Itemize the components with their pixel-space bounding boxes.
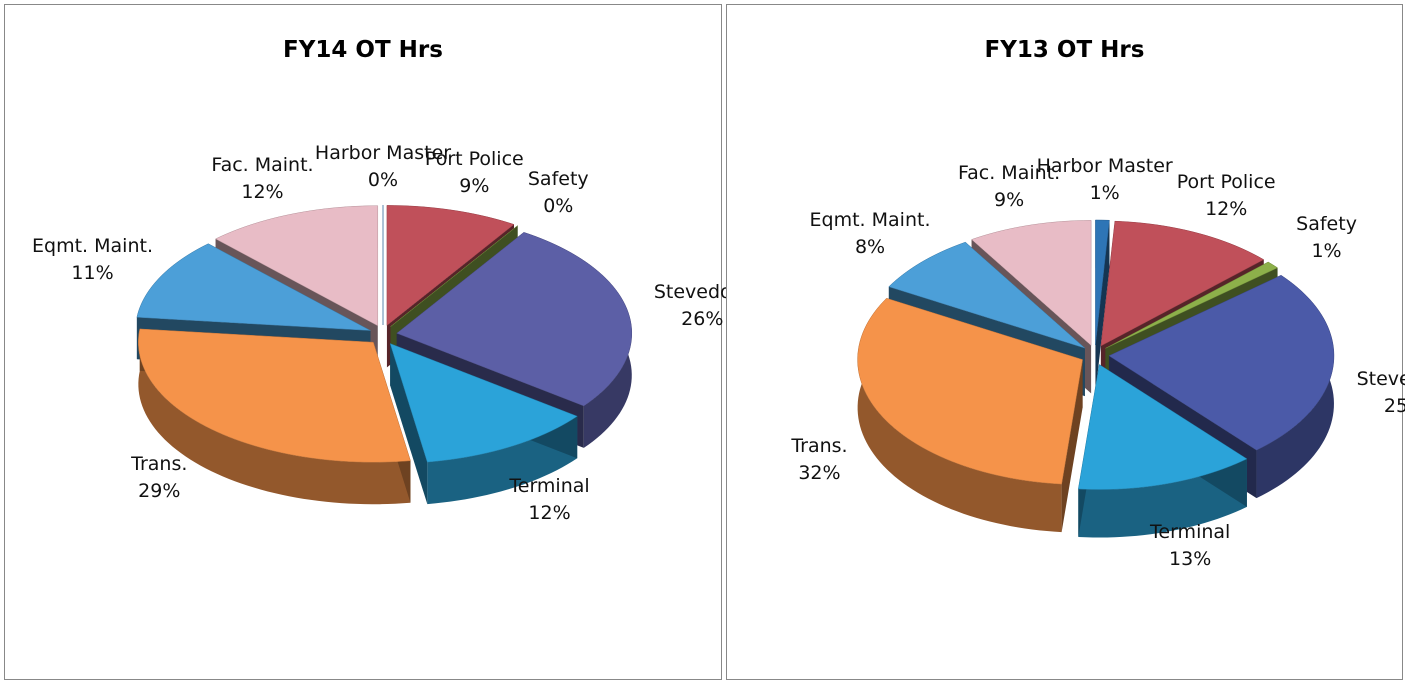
category-label: Fac. Maint. xyxy=(211,153,314,176)
category-label: Safety xyxy=(1296,213,1357,236)
value-label: 12% xyxy=(241,180,284,203)
slice-label: Fac. Maint. 9% xyxy=(939,160,1079,214)
slice-label: Harbor Master 0% xyxy=(313,140,453,194)
category-label: Terminal xyxy=(1150,520,1231,543)
category-label: Trans. xyxy=(131,452,188,475)
value-label: 9% xyxy=(993,188,1025,211)
slice-label: Eqmt. Maint. 11% xyxy=(23,233,163,287)
slice-label: Terminal 13% xyxy=(1120,519,1260,573)
category-label: Eqmt. Maint. xyxy=(809,209,931,232)
slice-label: Harbor Master 1% xyxy=(1035,153,1175,207)
value-label: 32% xyxy=(798,462,841,485)
pie-slice xyxy=(1095,219,1110,346)
value-label: 8% xyxy=(854,236,886,259)
pie-chart xyxy=(136,205,633,505)
chart-panel: FY14 OT Hrs Harbor Master 0% Port Police 9%… xyxy=(4,4,751,680)
category-label: Trans. xyxy=(791,435,848,458)
category-label: Harbor Master xyxy=(1036,155,1173,178)
pie-chart xyxy=(857,219,1335,538)
slice-label: Port Police 9% xyxy=(404,146,544,200)
slice-wall xyxy=(1095,220,1110,394)
pie-slice xyxy=(1108,274,1335,451)
pie-slice xyxy=(138,328,411,463)
value-label: 1% xyxy=(1311,240,1342,263)
category-label: Port Police xyxy=(424,148,524,171)
category-label: Stevedore xyxy=(1356,367,1405,390)
slice-label: Trans. 29% xyxy=(89,451,229,505)
chart-title: FY14 OT Hrs xyxy=(283,37,443,63)
value-label: 9% xyxy=(459,175,490,198)
pie-slice xyxy=(215,205,379,327)
slice-label: Stevedore 25% xyxy=(1335,366,1405,420)
category-label: Safety xyxy=(527,168,589,191)
value-label: 26% xyxy=(681,307,724,330)
pie-slice xyxy=(386,205,515,326)
pie-slice xyxy=(971,220,1092,346)
pie-slice xyxy=(136,243,371,331)
value-label: 25% xyxy=(1383,394,1405,417)
pie-slice xyxy=(888,241,1086,349)
slice-label: Terminal 12% xyxy=(480,473,620,527)
value-label: 29% xyxy=(138,479,181,502)
slice-label: Fac. Maint. 12% xyxy=(193,152,333,206)
value-label: 12% xyxy=(528,502,571,525)
pie-slice xyxy=(396,232,633,407)
pie-slice xyxy=(1105,261,1279,349)
category-label: Eqmt. Maint. xyxy=(32,235,153,258)
value-label: 13% xyxy=(1169,547,1212,570)
slice-label: Safety 0% xyxy=(488,166,628,220)
value-label: 1% xyxy=(1089,182,1120,205)
pie-slice xyxy=(1100,220,1265,347)
slice-side xyxy=(857,298,1062,533)
slice-label: Safety 1% xyxy=(1257,211,1397,265)
category-label: Terminal xyxy=(509,475,590,498)
slice-label: Port Police 12% xyxy=(1156,169,1296,223)
pie-slice xyxy=(1078,364,1248,490)
slice-label: Trans. 32% xyxy=(749,433,889,487)
slice-side xyxy=(138,328,411,505)
category-label: Harbor Master xyxy=(314,141,452,164)
value-label: 0% xyxy=(543,195,574,218)
chart-panel: FY13 OT Hrs Harbor Master 1% Port Police 12… xyxy=(726,4,1405,680)
pie-slice xyxy=(857,297,1083,485)
pie-slice xyxy=(389,343,578,463)
value-label: 12% xyxy=(1205,198,1248,221)
value-label: 11% xyxy=(71,262,114,285)
slice-label: Eqmt. Maint. 8% xyxy=(800,207,940,261)
category-label: Fac. Maint. xyxy=(957,161,1061,184)
category-label: Port Police xyxy=(1176,171,1276,194)
chart-title: FY13 OT Hrs xyxy=(984,37,1145,63)
slice-wall xyxy=(390,343,428,505)
value-label: 0% xyxy=(367,168,399,191)
